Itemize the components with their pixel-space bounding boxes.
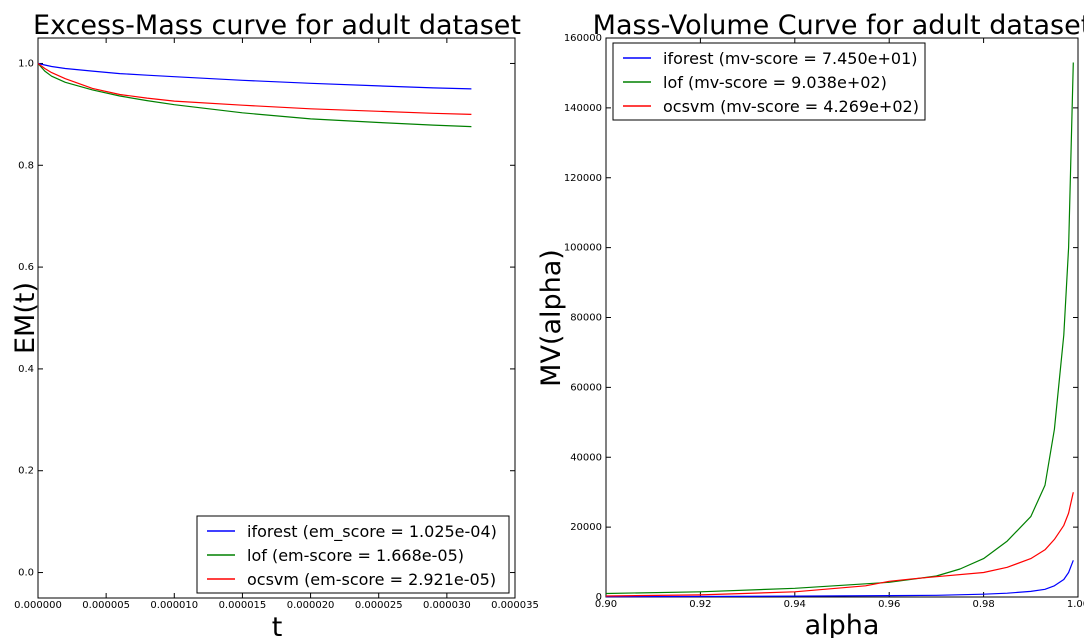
mv-y-tick-label: 0	[596, 592, 602, 603]
mv-y-tick-label: 20000	[570, 522, 602, 533]
em-x-axis-label: t	[272, 612, 283, 638]
mv-x-ticks: 0.90 0.92 0.94 0.96 0.98 1.00	[595, 38, 1084, 610]
mv-x-tick-label: 0.92	[689, 599, 711, 610]
em-legend-label: ocsvm (em-score = 2.921e-05)	[247, 570, 496, 589]
em-chart: Excess-Mass curve for adult dataset 0.00…	[10, 10, 539, 638]
em-x-tick-label: 0.000005	[82, 600, 130, 611]
em-y-tick-label: 0.2	[18, 466, 34, 477]
em-series-lines	[37, 62, 472, 128]
em-series-line-iforest	[37, 62, 472, 90]
em-y-ticks: 0.0 0.2 0.4 0.6 0.8 1.0	[18, 58, 515, 579]
mv-x-tick-label: 0.94	[784, 599, 806, 610]
mv-y-axis-label: MV(alpha)	[536, 249, 567, 387]
mv-series-line-iforest	[605, 560, 1074, 598]
mv-x-tick-label: 0.98	[972, 599, 994, 610]
em-y-tick-label: 0.0	[18, 568, 34, 579]
em-y-tick-label: 1.0	[18, 58, 34, 69]
em-x-tick-label: 0.000000	[14, 600, 62, 611]
mv-x-axis-label: alpha	[805, 610, 880, 638]
em-series-line-lof	[37, 63, 472, 128]
mv-legend: iforest (mv-score = 7.450e+01) lof (mv-sc…	[612, 42, 926, 121]
mv-chart-title: Mass-Volume Curve for adult dataset	[593, 10, 1084, 41]
mv-y-tick-label: 60000	[570, 382, 602, 393]
mv-series-lines	[605, 62, 1074, 598]
em-x-tick-label: 0.000025	[355, 600, 403, 611]
em-series-line-ocsvm	[37, 63, 472, 115]
mv-y-tick-label: 140000	[564, 103, 602, 114]
mv-legend-label: iforest (mv-score = 7.450e+01)	[663, 49, 918, 68]
mv-series-line-lof	[605, 62, 1074, 595]
em-legend-label: lof (em-score = 1.668e-05)	[247, 546, 464, 565]
em-legend-label: iforest (em_score = 1.025e-04)	[247, 522, 497, 542]
mv-y-tick-label: 100000	[564, 243, 602, 254]
em-x-tick-label: 0.000020	[287, 600, 335, 611]
mv-series-line-ocsvm	[605, 492, 1074, 597]
mv-plot-frame	[605, 37, 1079, 598]
em-x-tick-label: 0.000035	[491, 600, 539, 611]
mv-y-ticks: 0 20000 40000 60000 80000 100000 120000 140000 1…	[564, 33, 1078, 603]
em-legend: iforest (em_score = 1.025e-04) lof (em-sc…	[196, 515, 510, 594]
em-x-ticks: 0.000000 0.000005 0.000010 0.000015 0.000020…	[14, 38, 539, 611]
em-legend-box	[196, 515, 510, 594]
em-plot-frame	[37, 37, 516, 599]
em-x-tick-label: 0.000030	[423, 600, 471, 611]
mv-x-tick-label: 0.96	[878, 599, 900, 610]
em-y-tick-label: 0.8	[18, 160, 34, 171]
mv-legend-label: ocsvm (mv-score = 4.269e+02)	[663, 97, 919, 116]
mv-y-tick-label: 120000	[564, 173, 602, 184]
mv-x-tick-label: 1.00	[1067, 599, 1084, 610]
em-y-tick-label: 0.4	[18, 364, 34, 375]
mv-y-tick-label: 40000	[570, 452, 602, 463]
em-x-tick-label: 0.000015	[219, 600, 267, 611]
mv-y-tick-label: 160000	[564, 33, 602, 44]
mv-legend-box	[612, 42, 926, 121]
mv-x-tick-label: 0.90	[595, 599, 617, 610]
em-y-tick-label: 0.6	[18, 262, 34, 273]
em-x-tick-label: 0.000010	[150, 600, 198, 611]
mv-legend-label: lof (mv-score = 9.038e+02)	[663, 73, 887, 92]
em-y-axis-label: EM(t)	[10, 282, 41, 354]
mv-chart: Mass-Volume Curve for adult dataset 0.90…	[536, 10, 1084, 638]
mv-y-tick-label: 80000	[570, 313, 602, 324]
em-chart-title: Excess-Mass curve for adult dataset	[33, 10, 521, 41]
